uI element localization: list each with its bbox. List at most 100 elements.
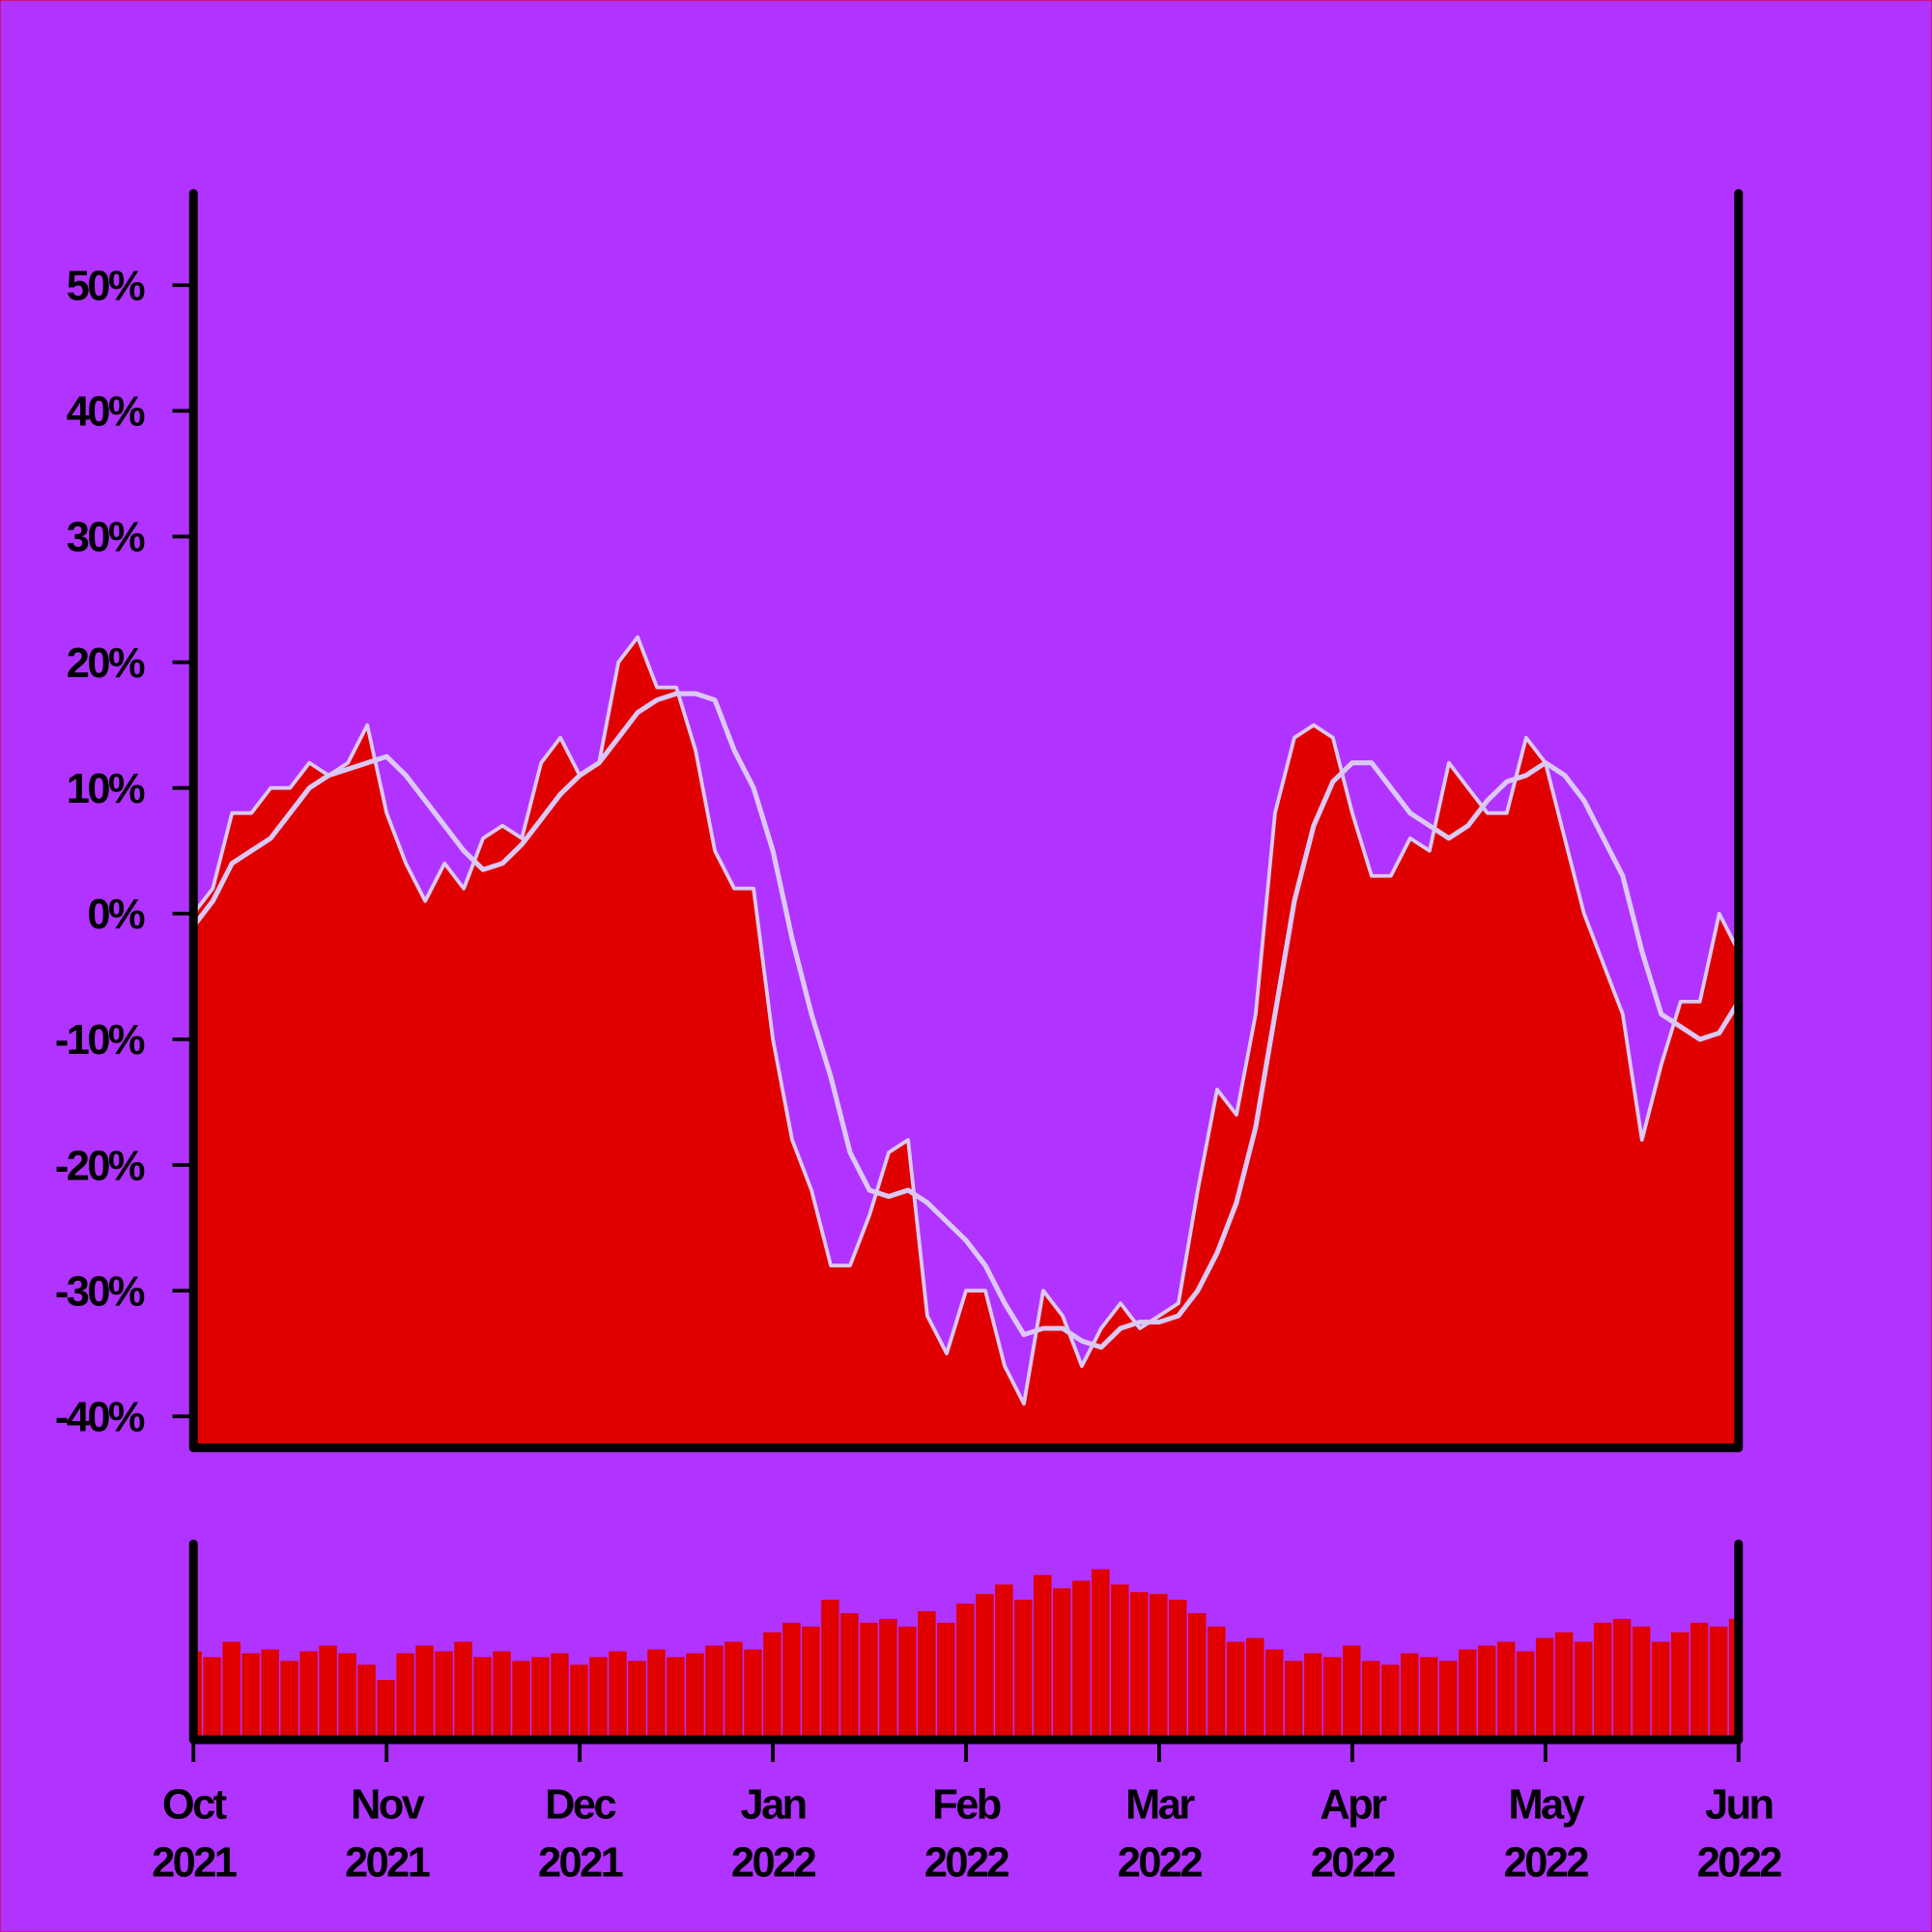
volume-bar (589, 1657, 608, 1738)
volume-panel: Oct 2021 Nov 2021 Dec 2021 Jan 2022 Feb 2022 Mar 20… (152, 1539, 1784, 1887)
volume-bar (1014, 1600, 1033, 1738)
volume-bar (1690, 1622, 1709, 1738)
volume-bar (1188, 1612, 1207, 1738)
volume-bar (1034, 1575, 1052, 1738)
volume-bar (1323, 1657, 1342, 1738)
volume-bar (879, 1618, 897, 1738)
volume-bar (1728, 1618, 1738, 1738)
volume-bar (377, 1680, 395, 1738)
volume-bar (473, 1657, 492, 1738)
volume-bar (1285, 1661, 1303, 1738)
volume-bar (1053, 1588, 1071, 1738)
volume-bar (299, 1651, 318, 1738)
x-tick-label: Jun 2022 (1697, 1782, 1782, 1887)
volume-bar (1709, 1626, 1728, 1738)
volume-bar (203, 1657, 221, 1738)
volume-bar (763, 1632, 781, 1738)
volume-bar (1438, 1661, 1458, 1738)
volume-bar (570, 1664, 588, 1738)
volume-bar (551, 1653, 569, 1738)
volume-bar (937, 1622, 955, 1738)
volume-bar (724, 1641, 743, 1738)
volume-bar (647, 1649, 666, 1738)
volume-bar (1496, 1641, 1516, 1738)
volume-bar (1400, 1653, 1419, 1738)
volume-bar (1130, 1592, 1149, 1738)
volume-bar (357, 1664, 376, 1738)
volume-bar (667, 1657, 685, 1738)
volume-bar (1632, 1626, 1651, 1738)
volume-bar (1419, 1657, 1438, 1738)
volume-bar (454, 1641, 472, 1738)
volume-bar (1150, 1594, 1168, 1738)
volume-bar (802, 1626, 820, 1738)
volume-bar (1670, 1632, 1690, 1738)
area (193, 637, 1739, 1448)
volume-bar (1111, 1584, 1129, 1738)
volume-bar (898, 1626, 917, 1738)
x-tick-label: May 2022 (1504, 1782, 1589, 1887)
volume-bar (1612, 1618, 1632, 1738)
volume-bar (782, 1622, 801, 1738)
volume-bar (319, 1645, 337, 1738)
volume-bar (1458, 1649, 1477, 1738)
moving-average-line (191, 691, 1741, 1350)
y-tick-label: -40% (55, 1395, 145, 1441)
volume-bar (1208, 1626, 1226, 1738)
x-tick-label: Nov 2021 (345, 1782, 430, 1887)
volume-bar (280, 1661, 298, 1738)
volume-bar (686, 1653, 704, 1738)
volume-bar (918, 1610, 936, 1738)
volume-bar (531, 1657, 550, 1738)
price-panel: 50% 40% 30% 20% 10% 0% -10% -20% -30% -40% (55, 188, 1744, 1453)
volume-bar (1651, 1641, 1670, 1738)
volume-bar (1535, 1637, 1554, 1738)
volume-bar (976, 1594, 994, 1738)
volume-bar (1361, 1661, 1380, 1738)
volume-bar (1246, 1637, 1264, 1738)
volume-bar (1304, 1653, 1322, 1738)
y-tick-label: 40% (67, 389, 145, 436)
x-tick-label: Mar 2022 (1118, 1782, 1203, 1887)
volume-bar (821, 1600, 839, 1738)
volume-bar (1593, 1622, 1612, 1738)
x-tick-label: Jan 2022 (731, 1782, 816, 1887)
y-tick-label: 50% (67, 264, 145, 310)
y-tick-label: -30% (55, 1268, 145, 1315)
volume-bar (1072, 1580, 1091, 1738)
volume-bar (512, 1661, 530, 1738)
volume-bar (435, 1651, 453, 1738)
volume-bar (995, 1584, 1013, 1738)
volume-bar (956, 1604, 975, 1738)
volume-bar (1342, 1645, 1361, 1738)
volume-bar (1265, 1649, 1284, 1738)
volume-bar (1169, 1600, 1187, 1738)
area-line (191, 635, 1741, 1406)
volume-bar (1574, 1641, 1593, 1738)
volume-bar (415, 1645, 434, 1738)
volume-bar (242, 1653, 260, 1738)
volume-bar (1092, 1569, 1110, 1738)
y-tick-label: 30% (67, 515, 145, 561)
volume-bar (261, 1649, 279, 1738)
volume-bar (493, 1651, 511, 1738)
volume-bar (1554, 1632, 1574, 1738)
volume-bar (609, 1651, 627, 1738)
x-tick-label: Feb 2022 (924, 1782, 1009, 1887)
volume-bar (860, 1622, 878, 1738)
y-tick-label: -10% (55, 1017, 145, 1064)
y-tick-label: 0% (87, 892, 145, 938)
volume-bar (1477, 1645, 1496, 1738)
x-tick-label: Dec 2021 (538, 1782, 623, 1887)
volume-bar (1227, 1641, 1245, 1738)
volume-bar (396, 1653, 414, 1738)
volume-bar (840, 1612, 859, 1738)
x-tick-label: Oct 2021 (152, 1782, 237, 1887)
volume-bar (1380, 1664, 1400, 1738)
y-tick-label: 20% (67, 640, 145, 687)
x-tick-label: Apr 2022 (1311, 1782, 1396, 1887)
volume-bar (338, 1653, 356, 1738)
volume-bar (222, 1641, 241, 1738)
volume-bar (628, 1661, 646, 1738)
